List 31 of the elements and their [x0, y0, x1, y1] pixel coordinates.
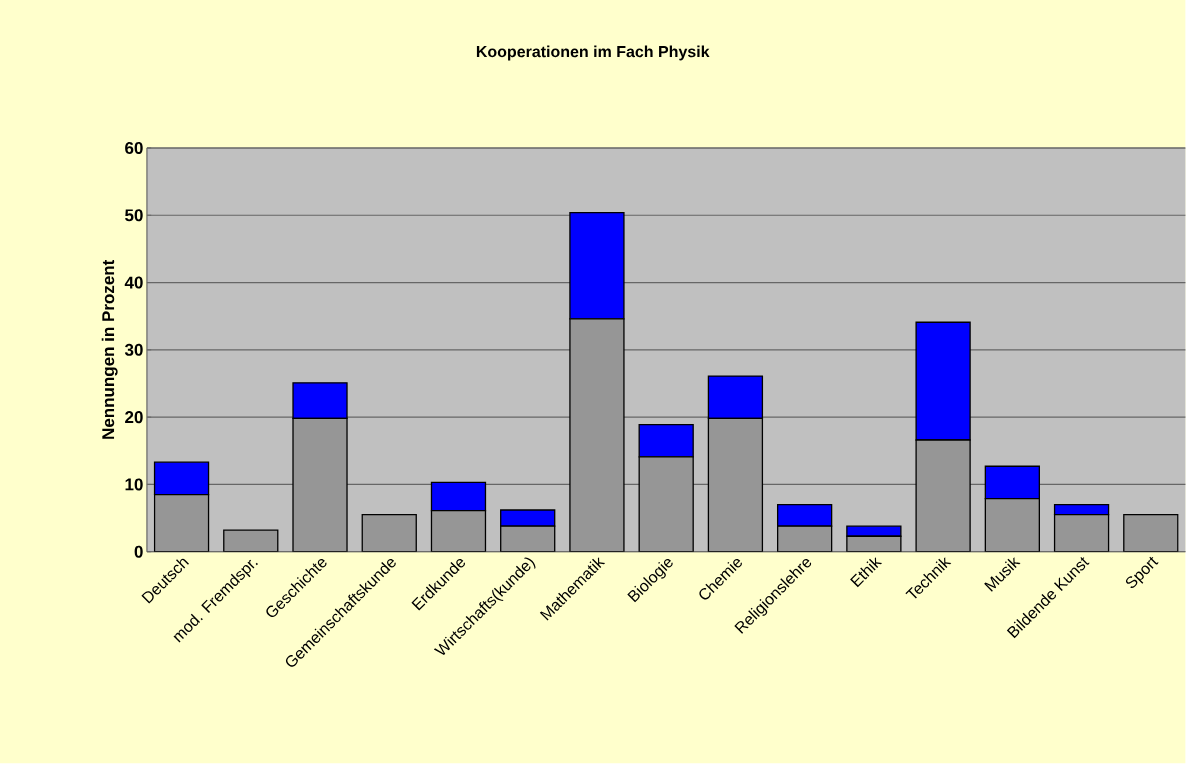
- bar: [985, 498, 1040, 552]
- chart-title: Kooperationen im Fach Physik: [476, 45, 710, 61]
- bar: [638, 424, 694, 458]
- bar: [776, 504, 833, 527]
- y-tick-label: 50: [125, 209, 143, 222]
- bar: [500, 526, 555, 552]
- bar: [708, 418, 763, 552]
- y-tick-label: 0: [134, 545, 143, 558]
- bar: [430, 481, 487, 512]
- bar: [223, 530, 278, 552]
- bar: [915, 321, 971, 441]
- y-tick-label: 30: [124, 343, 143, 357]
- bar: [984, 465, 1040, 500]
- bar: [154, 494, 209, 552]
- bar: [431, 510, 486, 552]
- y-tick-label: 40: [124, 276, 143, 289]
- bar: [639, 457, 694, 552]
- bar: [916, 440, 971, 552]
- y-tick-label: 10: [125, 478, 143, 491]
- bar: [1054, 514, 1109, 552]
- bar: [707, 375, 764, 420]
- bar: [362, 514, 417, 552]
- y-tick-label: 60: [125, 142, 143, 155]
- bar: [500, 509, 556, 527]
- bar: [777, 526, 832, 552]
- bar: [1123, 514, 1179, 552]
- bar: [569, 319, 624, 552]
- bar: [292, 382, 348, 420]
- y-tick-label: 20: [125, 411, 143, 424]
- bar: [293, 418, 348, 552]
- y-axis-title: Nennungen in Prozent: [101, 260, 118, 440]
